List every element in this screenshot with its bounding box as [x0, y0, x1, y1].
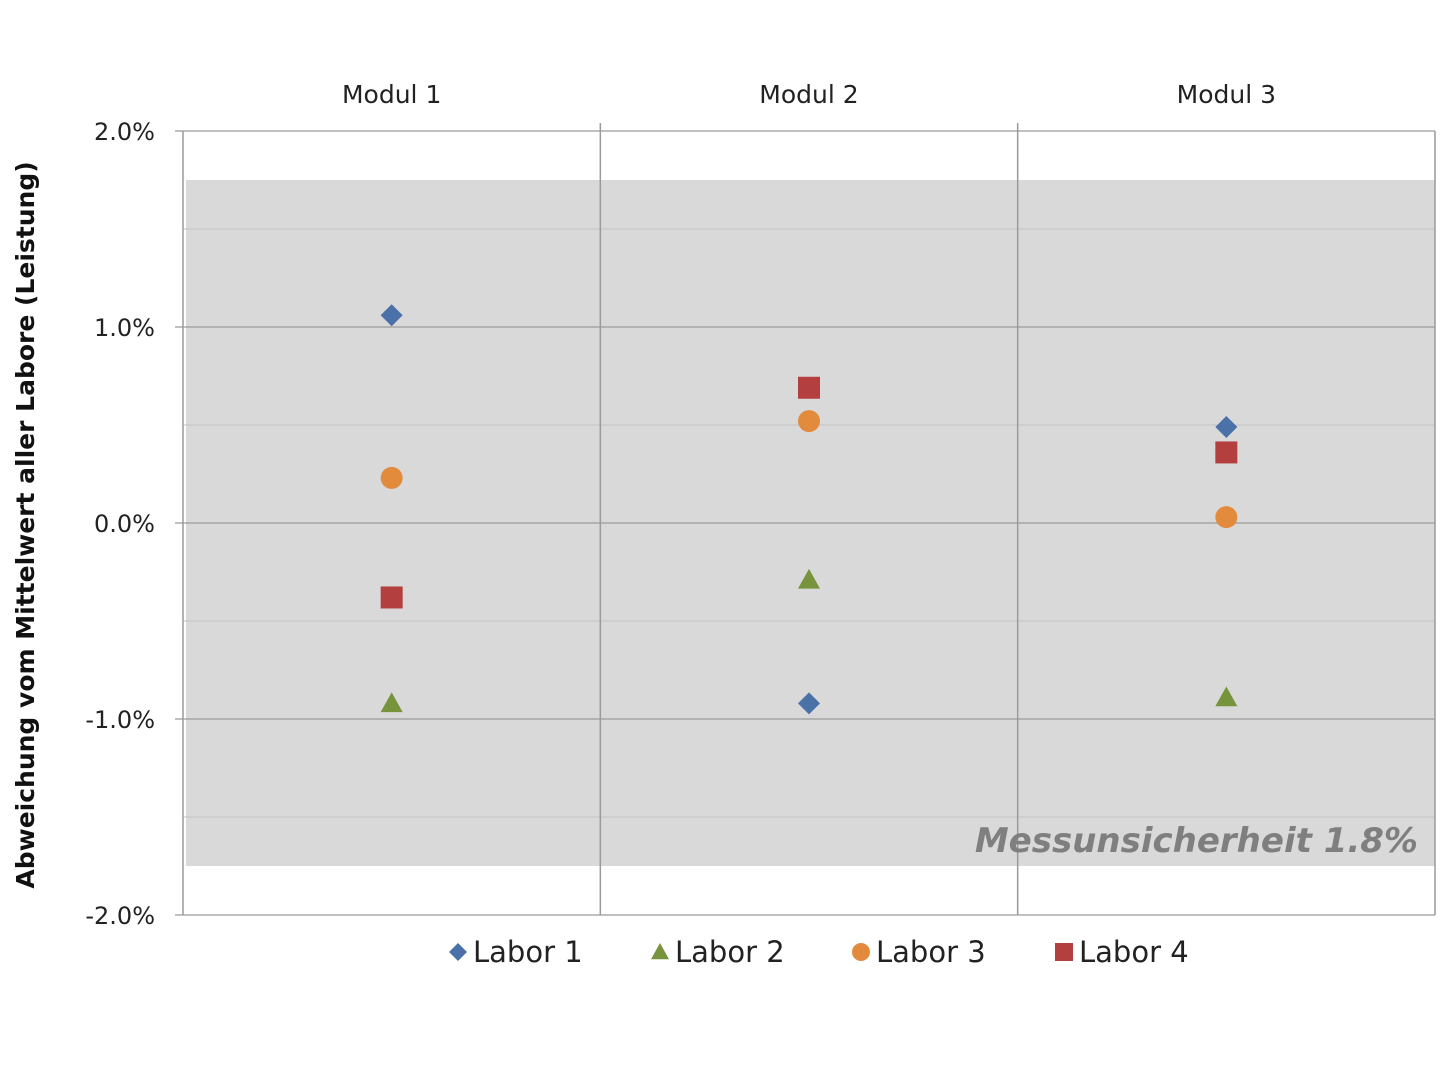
band-label: Messunsicherheit 1.8%	[975, 821, 1418, 861]
category-label: Modul 3	[1177, 80, 1276, 109]
y-axis-label: Abweichung vom Mittelwert aller Labore (…	[11, 161, 40, 888]
y-tick-label: 1.0%	[94, 314, 155, 342]
y-tick-labels: 2.0% 1.0% 0.0% -1.0% -2.0%	[85, 118, 155, 930]
data-point-labor-4	[380, 586, 403, 609]
legend-marker	[651, 943, 669, 960]
y-tick-label: -2.0%	[85, 902, 155, 930]
legend-label: Labor 1	[473, 935, 583, 969]
legend-item: Labor 3	[852, 935, 986, 969]
data-point-labor-4	[798, 376, 820, 399]
data-point-labor-2	[1215, 686, 1238, 707]
y-tick-label: 0.0%	[94, 510, 155, 538]
data-point-labor-4	[1215, 441, 1238, 464]
data-point-labor-1	[1215, 415, 1238, 438]
data-point-labor-3	[798, 410, 820, 433]
legend-marker	[852, 943, 870, 961]
data-point-labor-2	[798, 568, 820, 589]
data-points	[380, 304, 1238, 715]
legend-marker	[449, 943, 467, 961]
legend-item: Labor 2	[651, 935, 785, 969]
legend-label: Labor 2	[675, 935, 785, 969]
category-labels: Modul 1 Modul 2 Modul 3	[342, 80, 1276, 109]
y-tick-label: -1.0%	[85, 706, 155, 734]
data-point-labor-3	[1215, 506, 1238, 529]
legend-item: Labor 1	[449, 935, 583, 969]
legend-item: Labor 4	[1055, 935, 1189, 969]
legend-label: Labor 3	[876, 935, 986, 969]
y-tick-label: 2.0%	[94, 118, 155, 146]
data-point-labor-1	[380, 304, 403, 327]
axes	[182, 123, 1436, 915]
legend: Labor 1 Labor 2 Labor 3 Labor 4	[449, 935, 1189, 969]
category-label: Modul 2	[759, 80, 858, 109]
category-label: Modul 1	[342, 80, 441, 109]
data-point-labor-1	[798, 692, 820, 715]
legend-marker	[1055, 943, 1073, 961]
data-point-labor-3	[380, 466, 403, 489]
data-point-labor-2	[380, 692, 403, 713]
legend-label: Labor 4	[1079, 935, 1189, 969]
